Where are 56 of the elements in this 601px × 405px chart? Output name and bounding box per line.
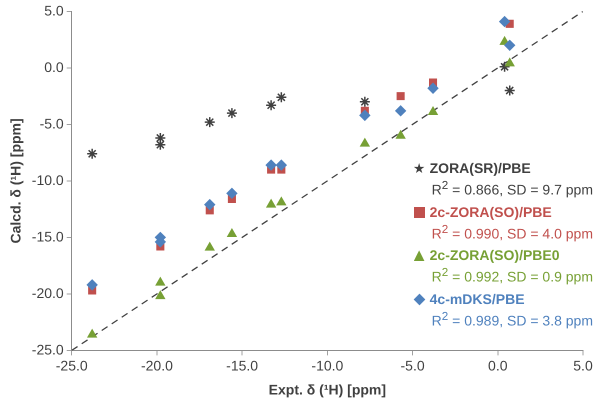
point	[504, 58, 515, 66]
x-tick-label: -10.0	[311, 358, 344, 374]
point	[204, 242, 215, 251]
y-tick-label: -20.0	[32, 284, 64, 301]
x-tick-label: 0.0	[488, 358, 508, 374]
point	[154, 138, 166, 150]
point	[226, 188, 238, 199]
annotation: R$^{2}$ = 0.989, SD = 3.8 ppm	[430, 308, 593, 330]
point	[360, 138, 370, 147]
x-tick-label: -15.0	[226, 358, 258, 374]
x-tick-label: 5.0	[573, 358, 593, 374]
legend-label: 4c-mDKS/PBE	[430, 290, 525, 308]
point	[504, 84, 516, 96]
point	[359, 110, 370, 121]
y-tick-label: -15.0	[32, 228, 64, 244]
y-tick-label: -10.0	[32, 172, 64, 188]
x-axis-title: Expt. δ (¹H) [ppm]	[268, 381, 386, 398]
legend-label: ZORA(SR)/PBE	[430, 160, 531, 177]
y-axis-title: Calcd. δ (¹H) [ppm]	[7, 118, 24, 244]
point	[266, 160, 277, 171]
y-tick-label: -25.0	[32, 341, 64, 358]
point	[86, 279, 98, 290]
y-tick-label: 5.0	[44, 2, 64, 18]
point	[265, 99, 277, 111]
legend-label: 2c-ZORA(SO)/PBE0	[430, 247, 560, 264]
annotation: R$^{2}$ = 0.990, SD = 4.0 ppm	[430, 222, 593, 242]
y-tick-label: -5.0	[40, 115, 64, 132]
annotation: R$^{2}$ = 0.866, SD = 9.7 ppm	[430, 178, 593, 199]
point	[87, 329, 97, 338]
x-tick-label: -25.0	[56, 358, 88, 374]
point	[276, 160, 287, 171]
point	[359, 96, 371, 108]
point	[204, 116, 216, 128]
point	[227, 228, 237, 238]
point	[156, 290, 166, 300]
point	[154, 132, 166, 144]
annotation: R$^{2}$ = 0.992, SD = 0.9 ppm	[430, 265, 593, 286]
point	[395, 105, 406, 116]
x-tick-label: -5.0	[400, 358, 425, 374]
point	[428, 106, 438, 115]
point	[499, 16, 510, 28]
y-tick-label: 0.0	[44, 58, 64, 75]
point	[156, 277, 166, 286]
x-tick-label: -20.0	[140, 358, 174, 374]
legend-label: 2c-ZORA(SO)/PBE	[430, 204, 552, 221]
point	[276, 196, 286, 206]
point	[498, 61, 510, 73]
point	[226, 107, 238, 119]
point	[276, 92, 288, 104]
point	[428, 82, 439, 94]
point	[396, 92, 405, 100]
point	[504, 40, 516, 51]
point	[86, 148, 98, 160]
point	[266, 199, 276, 208]
point	[396, 130, 406, 139]
point	[204, 199, 216, 210]
